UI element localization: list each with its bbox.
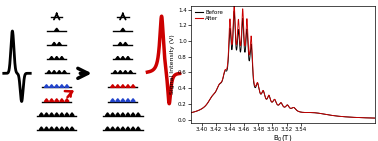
- Polygon shape: [70, 127, 74, 130]
- Polygon shape: [55, 85, 59, 87]
- Polygon shape: [45, 113, 48, 116]
- Polygon shape: [126, 85, 130, 87]
- Polygon shape: [110, 127, 115, 130]
- Legend: Before, After: Before, After: [194, 8, 224, 22]
- Polygon shape: [60, 56, 64, 59]
- Polygon shape: [50, 56, 54, 59]
- Polygon shape: [65, 85, 69, 87]
- Polygon shape: [116, 56, 120, 59]
- Polygon shape: [129, 70, 133, 73]
- Polygon shape: [121, 56, 125, 59]
- Polygon shape: [121, 28, 125, 31]
- Polygon shape: [111, 99, 115, 102]
- Polygon shape: [55, 127, 59, 130]
- Polygon shape: [123, 42, 127, 45]
- Polygon shape: [118, 42, 122, 45]
- Polygon shape: [131, 99, 135, 102]
- Polygon shape: [116, 85, 120, 87]
- Polygon shape: [57, 42, 61, 45]
- Polygon shape: [45, 85, 48, 87]
- Polygon shape: [105, 113, 110, 116]
- Polygon shape: [121, 85, 125, 87]
- Polygon shape: [131, 127, 135, 130]
- Polygon shape: [110, 113, 115, 116]
- Polygon shape: [70, 113, 74, 116]
- Polygon shape: [118, 70, 122, 73]
- Polygon shape: [116, 127, 120, 130]
- Polygon shape: [65, 127, 69, 130]
- Polygon shape: [131, 113, 135, 116]
- Polygon shape: [45, 99, 48, 102]
- Polygon shape: [50, 85, 54, 87]
- Polygon shape: [60, 99, 64, 102]
- Polygon shape: [55, 28, 59, 31]
- Polygon shape: [123, 70, 127, 73]
- Polygon shape: [60, 113, 64, 116]
- Polygon shape: [121, 127, 125, 130]
- Polygon shape: [116, 99, 120, 102]
- Polygon shape: [60, 127, 64, 130]
- Polygon shape: [55, 56, 59, 59]
- Polygon shape: [121, 99, 125, 102]
- Polygon shape: [52, 42, 56, 45]
- Polygon shape: [126, 127, 130, 130]
- Polygon shape: [50, 113, 54, 116]
- Polygon shape: [126, 99, 130, 102]
- Polygon shape: [126, 113, 130, 116]
- Polygon shape: [57, 70, 61, 73]
- Y-axis label: Signal Intensity (V): Signal Intensity (V): [170, 34, 175, 94]
- Polygon shape: [136, 113, 140, 116]
- Polygon shape: [50, 127, 54, 130]
- Polygon shape: [39, 127, 43, 130]
- Polygon shape: [39, 113, 43, 116]
- Polygon shape: [121, 113, 125, 116]
- Polygon shape: [52, 70, 56, 73]
- Polygon shape: [105, 127, 110, 130]
- Polygon shape: [50, 99, 54, 102]
- Polygon shape: [62, 70, 67, 73]
- FancyArrowPatch shape: [65, 91, 72, 97]
- X-axis label: B$_0$(T): B$_0$(T): [273, 133, 293, 141]
- Polygon shape: [126, 56, 130, 59]
- Polygon shape: [60, 85, 64, 87]
- Polygon shape: [131, 85, 135, 87]
- Polygon shape: [55, 99, 59, 102]
- Polygon shape: [111, 85, 115, 87]
- Polygon shape: [65, 99, 69, 102]
- Polygon shape: [65, 113, 69, 116]
- Polygon shape: [136, 127, 140, 130]
- Polygon shape: [116, 113, 120, 116]
- Polygon shape: [47, 70, 51, 73]
- Polygon shape: [45, 127, 48, 130]
- Polygon shape: [55, 113, 59, 116]
- Polygon shape: [113, 70, 117, 73]
